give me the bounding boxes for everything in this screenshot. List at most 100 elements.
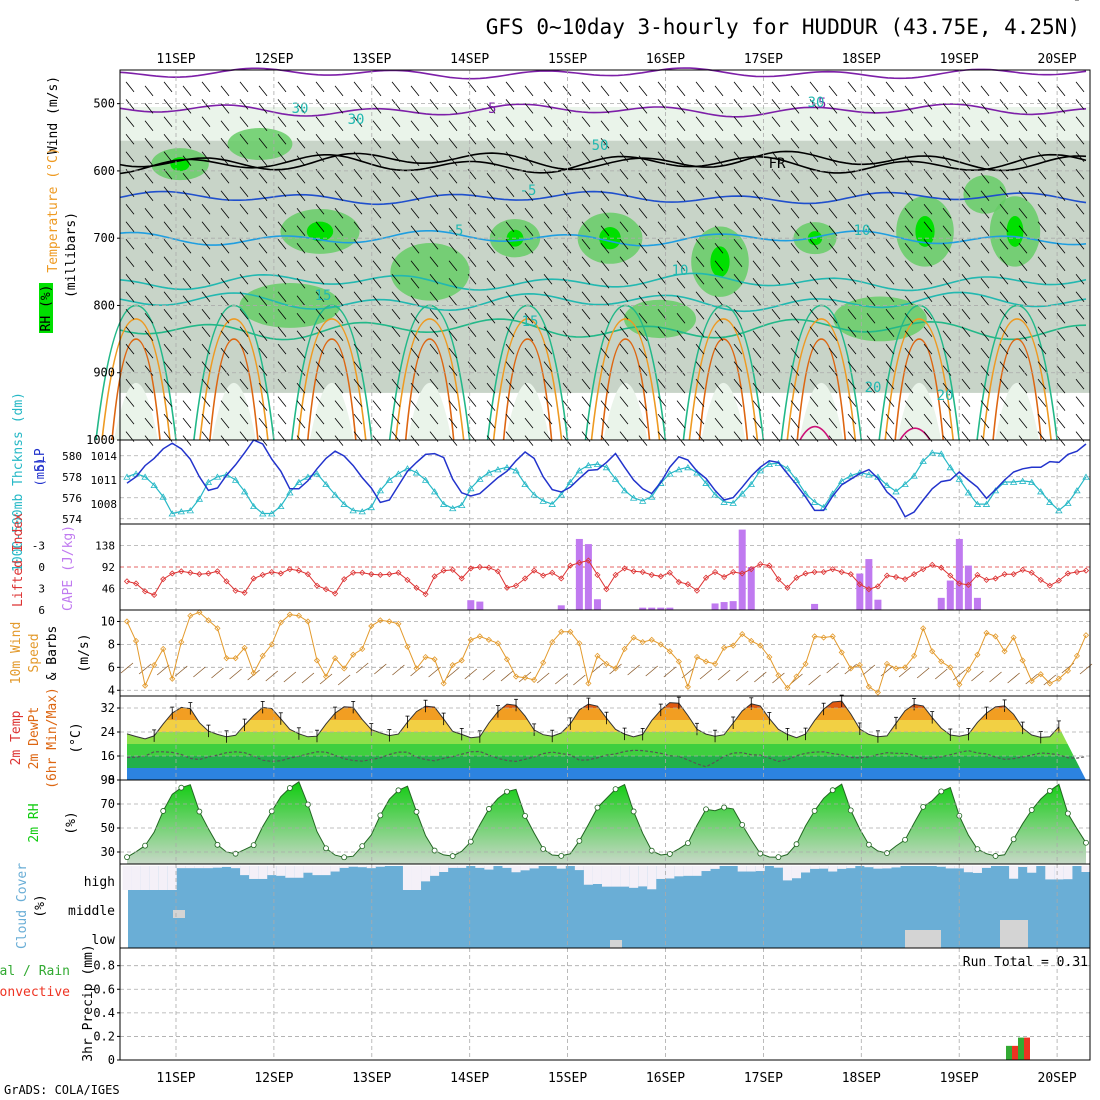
wind-barb — [961, 81, 971, 93]
lifted-index-point — [458, 575, 465, 582]
wind-barb — [600, 382, 610, 394]
wind-barb — [980, 85, 990, 97]
lifted-index-point — [1019, 566, 1026, 573]
wind-barb — [201, 291, 211, 302]
rh-blob — [915, 216, 935, 247]
wind-barb — [828, 85, 838, 97]
tick-label: 4 — [108, 683, 115, 697]
wind-barb — [961, 326, 971, 337]
wind-barb — [904, 400, 914, 411]
wind-barb — [1075, 326, 1085, 337]
wind-barb — [619, 221, 629, 233]
wind-barb — [372, 173, 382, 184]
wind-barb — [543, 361, 553, 372]
wind-barb — [581, 151, 591, 163]
thickness-point — [883, 481, 891, 489]
wind-barb — [809, 99, 819, 110]
wind-barb — [1018, 365, 1028, 376]
wind-barb — [144, 382, 154, 394]
thickness-point — [1009, 478, 1018, 485]
rh-point — [341, 854, 348, 861]
wind-barb — [144, 347, 154, 359]
wind-barb — [562, 365, 572, 376]
wind-speed-point — [458, 657, 465, 664]
thickness-point — [657, 479, 665, 486]
cloud-high-gap — [755, 866, 765, 872]
wind-barb — [247, 669, 260, 681]
thickness-point — [901, 480, 909, 487]
wind-barb — [1056, 417, 1066, 429]
wind-barb — [1018, 347, 1028, 359]
wind-barb — [828, 417, 838, 429]
wind-barb — [898, 666, 912, 678]
cloud-high-gap — [185, 866, 195, 869]
cloud-high-gap — [475, 866, 485, 868]
wind-barb — [866, 260, 876, 271]
cloud-high-gap — [439, 866, 449, 872]
wind-barb — [828, 435, 838, 446]
cloud-high-gap — [801, 866, 811, 873]
wind-barb — [733, 99, 743, 110]
wind-barb — [752, 225, 762, 237]
wind-barb — [752, 242, 762, 254]
axis-unit: (%) — [33, 894, 48, 917]
thickness-point — [982, 500, 991, 507]
wind-barb — [790, 330, 800, 341]
precip-bar — [1012, 1045, 1018, 1060]
wind-barb — [486, 173, 496, 184]
wind-barb — [619, 238, 629, 250]
temperature-contour — [119, 150, 1087, 172]
tick-label: 1011 — [91, 474, 118, 487]
wind-barb — [600, 120, 610, 132]
rh-blob — [211, 382, 256, 440]
wind-barb — [239, 134, 249, 145]
wind-barb — [144, 242, 154, 254]
wind-barb — [638, 417, 648, 429]
thickness-point — [168, 510, 176, 517]
wind-barb — [391, 273, 401, 285]
wind-barb — [144, 365, 154, 376]
wind-speed-point — [802, 660, 809, 667]
cloud-high-gap — [457, 866, 467, 868]
cloud-high-gap — [1063, 866, 1073, 880]
wind-barb — [277, 99, 287, 110]
temperature-contour — [119, 230, 1087, 247]
wind-speed-point — [286, 611, 293, 618]
wind-barb — [771, 81, 781, 93]
date-tick-label: 19SEP — [940, 1071, 979, 1086]
wind-barb — [657, 204, 667, 215]
rh-point — [558, 852, 565, 859]
lifted-index-point — [838, 568, 845, 576]
date-tick-label: 13SEP — [352, 52, 391, 67]
wind-barb — [410, 330, 420, 341]
date-tick-label: 16SEP — [646, 52, 685, 67]
wind-barb — [619, 396, 629, 407]
wind-barb — [942, 295, 952, 306]
lifted-index-point — [467, 565, 474, 572]
cloud-low-bar — [173, 910, 185, 918]
cloud-high-gap — [773, 866, 783, 868]
wind-barb — [296, 400, 306, 411]
wind-barb — [467, 186, 477, 198]
wind-barb — [942, 138, 952, 149]
wind-barb — [296, 190, 306, 202]
wind-barb — [600, 365, 610, 376]
wind-barb — [258, 312, 268, 324]
cloud-high-gap — [746, 866, 756, 872]
wind-barb — [372, 208, 382, 219]
wind-barb — [885, 291, 895, 302]
rh-point — [576, 837, 583, 844]
wind-barb — [828, 365, 838, 376]
thickness-point — [765, 460, 774, 468]
wind-barb — [790, 242, 800, 254]
wind-barb — [144, 138, 154, 149]
wind-speed-point — [947, 664, 954, 671]
wind-barb — [524, 435, 534, 446]
wind-barb — [315, 186, 325, 198]
cape-bar — [666, 607, 674, 610]
wind-barb — [904, 312, 914, 324]
wind-barb — [277, 116, 287, 128]
wind-barb — [790, 120, 800, 132]
wind-barb — [809, 134, 819, 145]
